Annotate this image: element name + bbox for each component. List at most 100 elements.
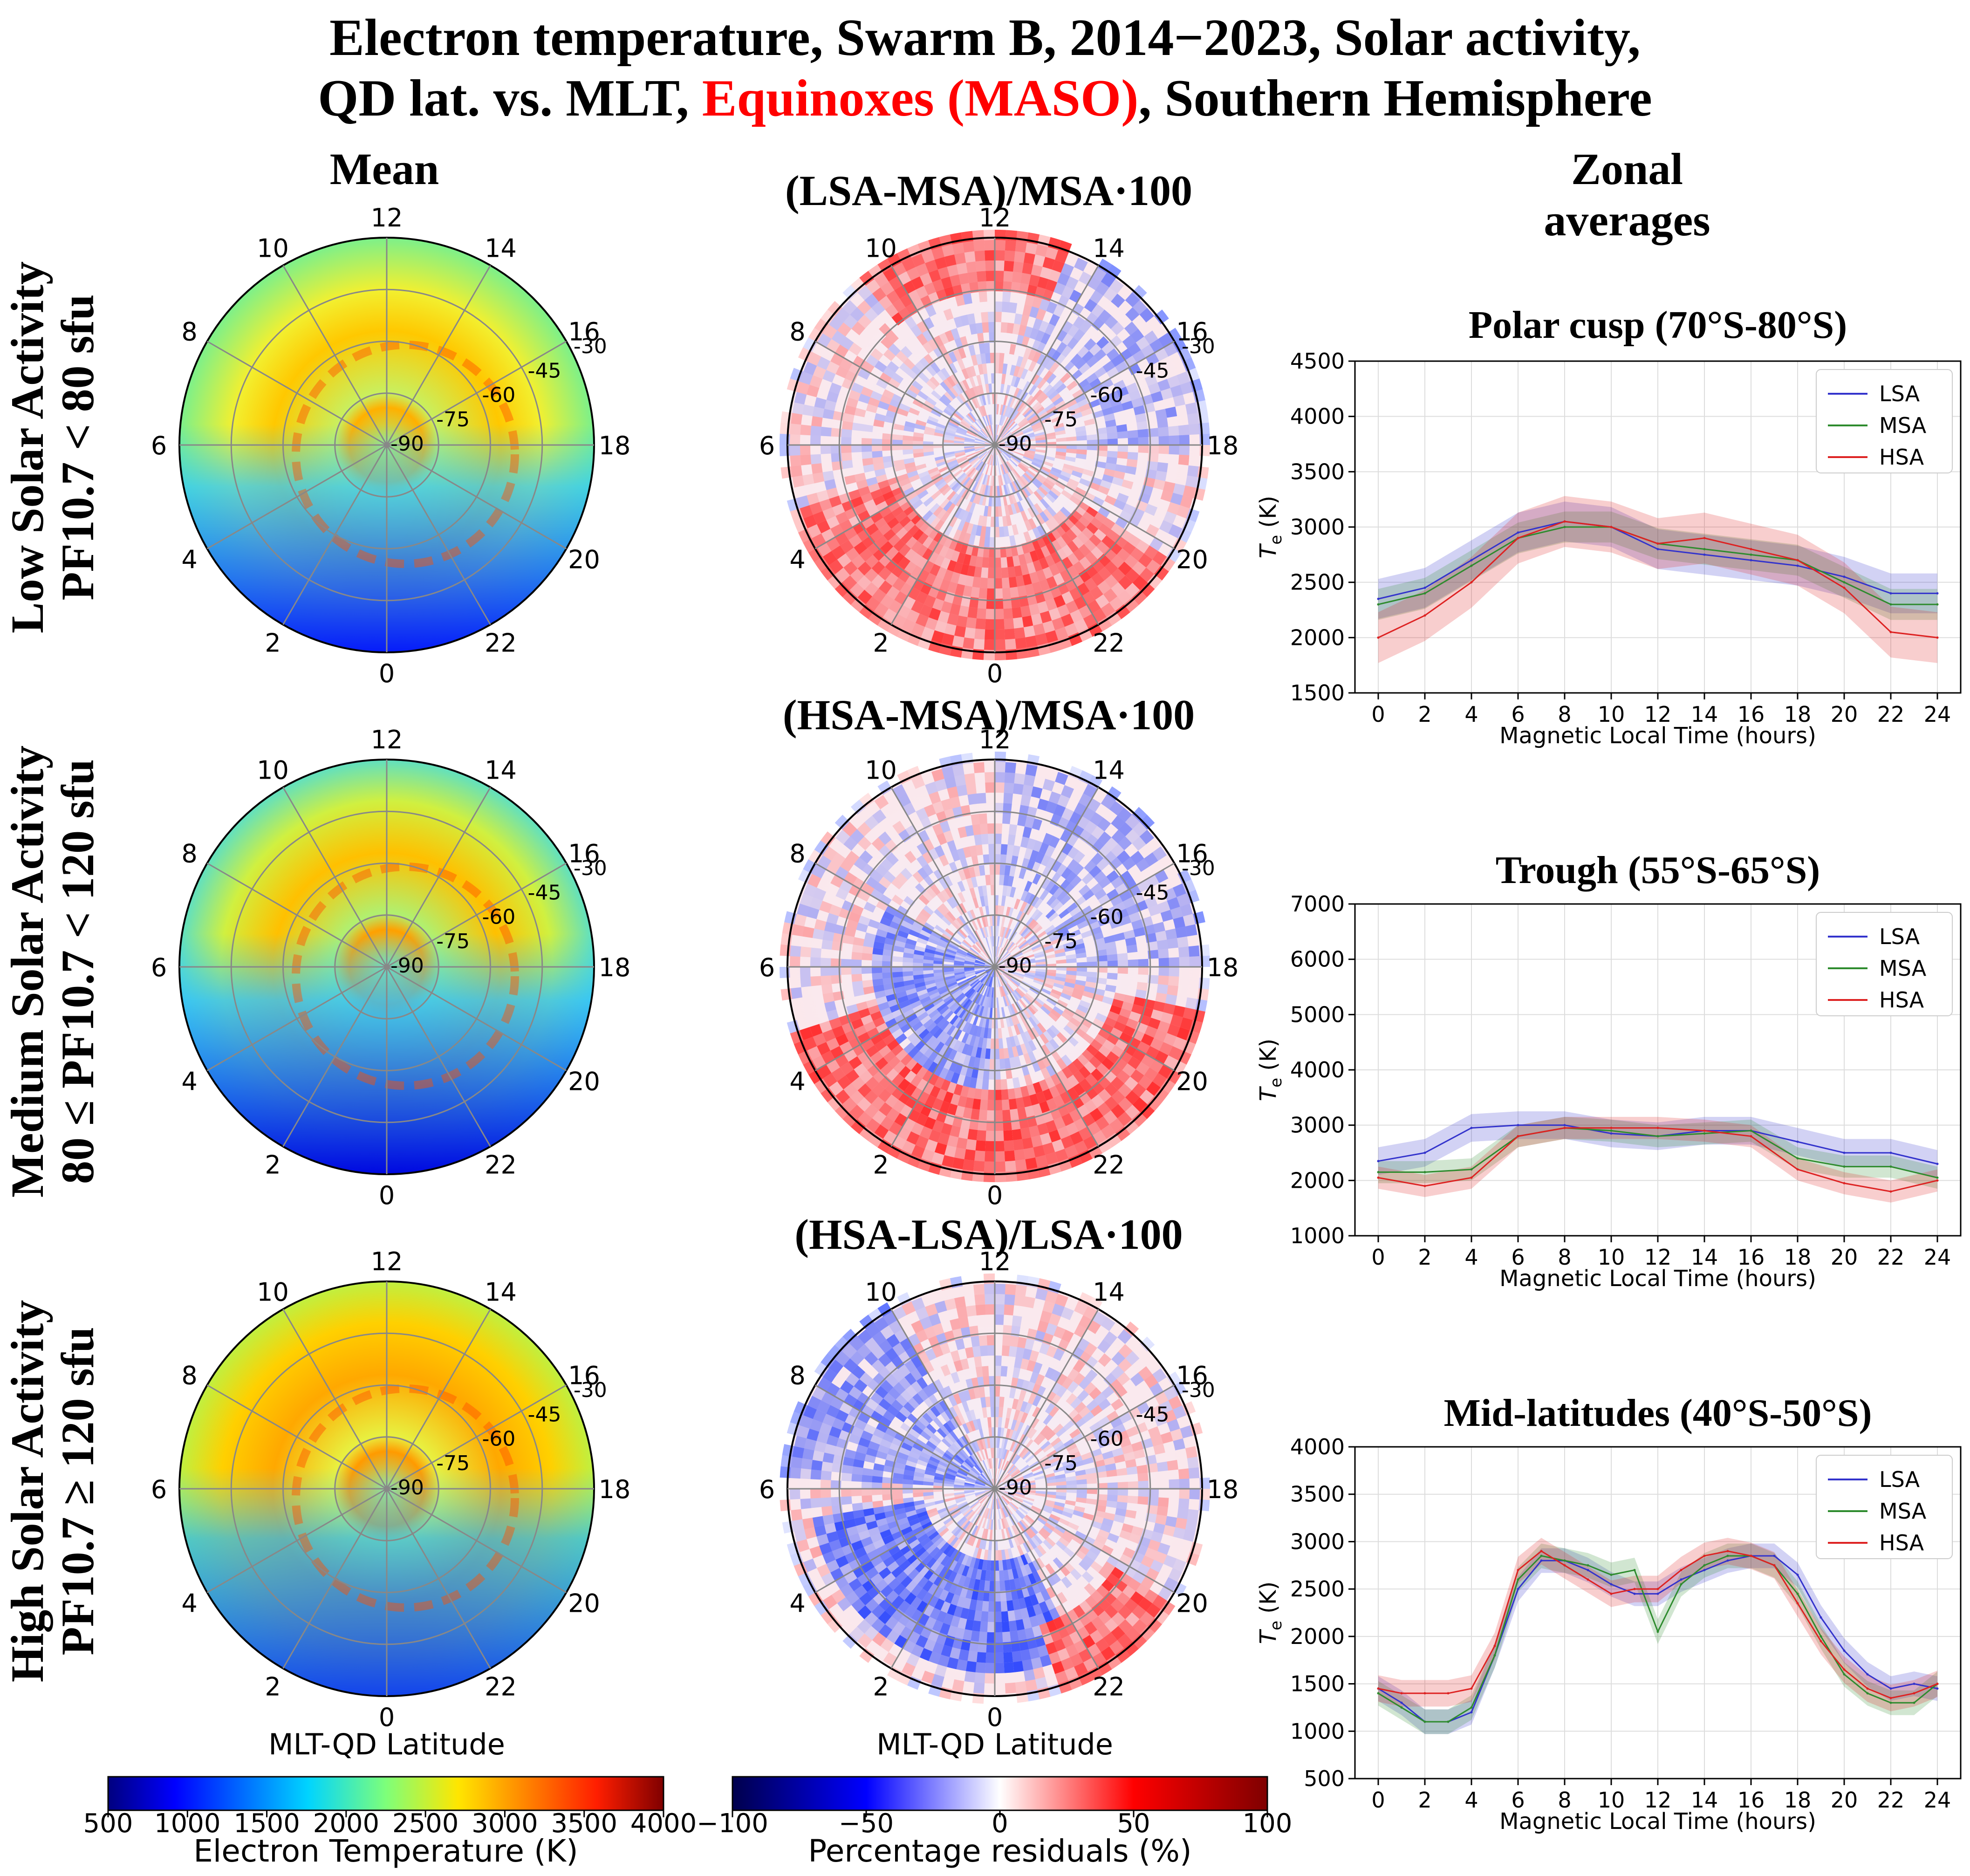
residual-patch bbox=[1048, 608, 1061, 621]
residual-patch bbox=[1009, 397, 1016, 408]
residual-patch bbox=[1042, 567, 1053, 579]
residual-patch bbox=[995, 301, 1003, 312]
residual-patch bbox=[934, 478, 945, 487]
residual-patch bbox=[979, 823, 988, 835]
residual-patch bbox=[1097, 967, 1108, 973]
residual-patch bbox=[1089, 534, 1101, 547]
residual-patch bbox=[997, 977, 1000, 987]
residual-patch bbox=[1078, 569, 1091, 583]
residual-patch bbox=[946, 503, 956, 514]
residual-patch bbox=[964, 575, 974, 587]
residual-patch bbox=[931, 630, 944, 644]
residual-patch bbox=[958, 531, 966, 543]
residual-patch bbox=[1006, 473, 1012, 484]
residual-patch bbox=[964, 489, 972, 500]
residual-patch bbox=[1002, 953, 1011, 961]
figure-title-line1: Electron temperature, Swarm B, 2014−2023… bbox=[329, 9, 1641, 67]
residual-patch bbox=[1032, 459, 1043, 466]
residual-patch bbox=[900, 1054, 913, 1066]
residual-patch bbox=[1004, 438, 1015, 443]
residual-patch bbox=[999, 475, 1004, 486]
residual-patch bbox=[949, 463, 959, 471]
residual-patch bbox=[988, 834, 995, 844]
residual-patch bbox=[975, 461, 983, 470]
residual-patch bbox=[1004, 406, 1010, 417]
residual-patch bbox=[977, 1068, 985, 1079]
residual-patch bbox=[944, 1035, 954, 1047]
residual-patch bbox=[1018, 939, 1027, 948]
residual-patch bbox=[1098, 309, 1112, 323]
residual-patch bbox=[1004, 969, 1015, 973]
residual-patch bbox=[1103, 1110, 1118, 1125]
residual-patch bbox=[966, 1139, 977, 1150]
mlt-tick-label: 12 bbox=[371, 1247, 403, 1276]
residual-patch bbox=[1178, 946, 1190, 958]
residual-patch bbox=[1003, 463, 1009, 473]
residual-patch bbox=[1025, 471, 1035, 479]
residual-patch bbox=[1163, 1003, 1176, 1015]
residual-patch bbox=[1031, 1027, 1040, 1038]
residual-patch bbox=[1012, 555, 1020, 567]
residual-patch bbox=[967, 313, 976, 325]
residual-patch bbox=[916, 591, 928, 604]
residual-patch bbox=[950, 374, 959, 385]
residual-patch bbox=[1029, 603, 1040, 616]
residual-patch bbox=[1013, 431, 1023, 437]
residual-patch bbox=[1101, 603, 1115, 617]
mlt-tick-label: 2 bbox=[873, 1150, 889, 1179]
residual-patch bbox=[1037, 601, 1049, 614]
residual-patch bbox=[807, 352, 821, 366]
residual-patch bbox=[990, 414, 993, 425]
residual-patch bbox=[1075, 979, 1086, 986]
residual-patch bbox=[857, 286, 872, 301]
residual-patch bbox=[990, 424, 993, 435]
residual-patch bbox=[940, 367, 951, 379]
residual-patch bbox=[939, 1101, 951, 1113]
residual-patch bbox=[1111, 1045, 1124, 1057]
residual-patch bbox=[942, 633, 955, 646]
residual-patch bbox=[1003, 433, 1012, 440]
residual-patch bbox=[997, 905, 1001, 916]
residual-patch bbox=[1180, 904, 1193, 917]
residual-patch bbox=[891, 1044, 903, 1056]
residual-patch bbox=[1027, 919, 1036, 929]
residual-patch bbox=[915, 1135, 929, 1149]
residual-patch bbox=[973, 240, 985, 252]
residual-patch bbox=[876, 500, 889, 512]
residual-patch bbox=[1013, 953, 1023, 959]
residual-patch bbox=[1072, 863, 1084, 876]
residual-patch bbox=[1008, 1015, 1014, 1027]
residual-patch bbox=[999, 353, 1005, 363]
residual-patch bbox=[1032, 946, 1043, 952]
residual-patch bbox=[1094, 870, 1107, 883]
residual-patch bbox=[999, 1058, 1006, 1069]
residual-patch bbox=[947, 1103, 958, 1116]
mlt-tick-label: 8 bbox=[181, 317, 197, 347]
residual-patch bbox=[872, 960, 882, 967]
residual-patch bbox=[950, 417, 961, 424]
residual-patch bbox=[1094, 528, 1107, 541]
residual-patch bbox=[1022, 486, 1031, 497]
residual-patch bbox=[1008, 493, 1014, 505]
residual-patch bbox=[1006, 928, 1012, 939]
residual-patch bbox=[841, 437, 852, 445]
residual-patch bbox=[944, 1145, 957, 1157]
residual-patch bbox=[1014, 1087, 1023, 1099]
residual-patch bbox=[961, 488, 969, 499]
residual-patch bbox=[1031, 786, 1043, 799]
residual-patch bbox=[1076, 449, 1087, 455]
residual-patch bbox=[1024, 954, 1035, 959]
residual-patch bbox=[1069, 289, 1082, 303]
residual-patch bbox=[1178, 1468, 1190, 1479]
residual-patch bbox=[1154, 565, 1169, 581]
residual-patch bbox=[1117, 1111, 1132, 1126]
residual-patch bbox=[1071, 470, 1083, 478]
residual-patch bbox=[903, 358, 915, 370]
residual-patch bbox=[1076, 962, 1087, 967]
residual-patch bbox=[998, 475, 1001, 486]
residual-patch bbox=[1155, 409, 1167, 419]
residual-patch bbox=[1035, 969, 1046, 972]
residual-patch bbox=[1005, 1682, 1016, 1694]
residual-patch bbox=[995, 1110, 1003, 1121]
residual-patch bbox=[1087, 445, 1097, 451]
